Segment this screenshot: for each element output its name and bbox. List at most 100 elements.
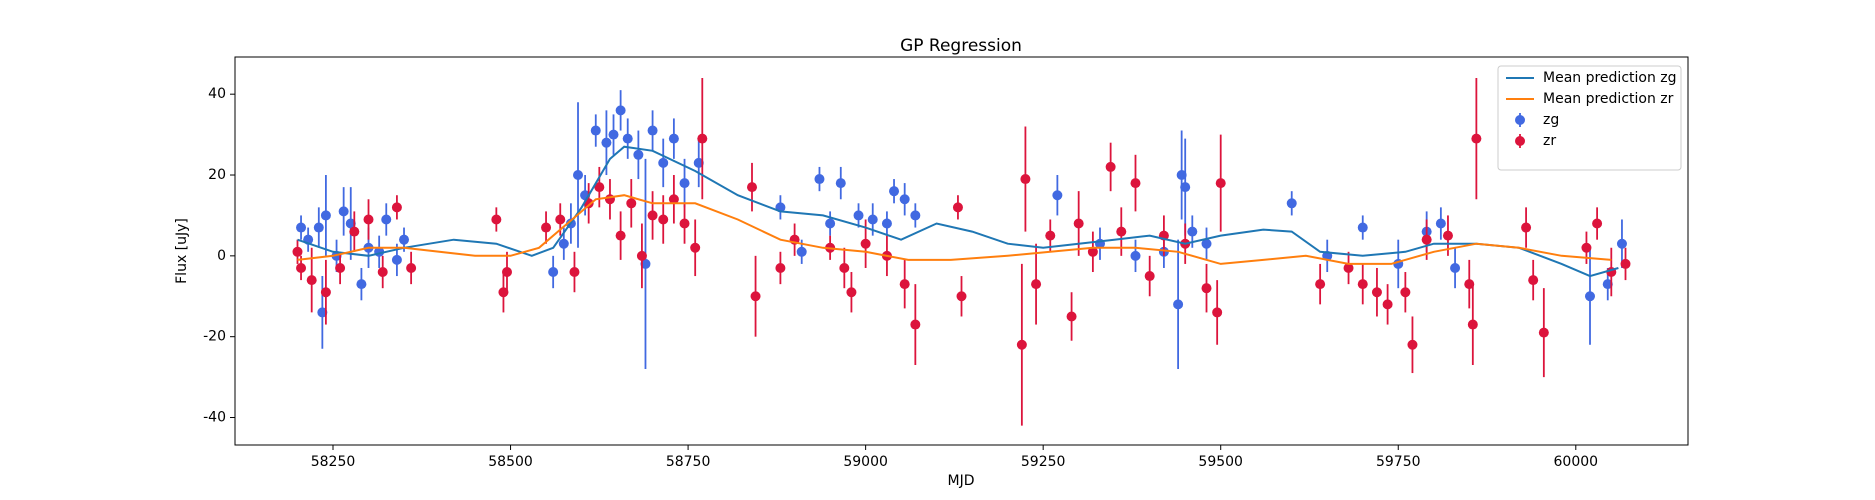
mean-line: [297, 145, 1619, 278]
point: [615, 105, 626, 116]
point: [1286, 198, 1297, 209]
point: [1130, 178, 1141, 189]
point: [860, 238, 871, 249]
point: [548, 267, 559, 278]
series-zr: [292, 78, 1631, 426]
point: [1212, 307, 1223, 318]
y-tick-label: -40: [203, 410, 226, 426]
point: [640, 258, 651, 269]
point: [1144, 271, 1155, 282]
point: [555, 214, 566, 225]
point: [1176, 170, 1187, 181]
point: [1087, 246, 1098, 257]
legend-label: Mean prediction zg: [1543, 70, 1677, 86]
point: [501, 267, 512, 278]
point: [1602, 279, 1613, 290]
point: [1201, 283, 1212, 294]
axes-frame: [234, 56, 1689, 446]
x-tick-label: 58250: [311, 454, 356, 470]
point: [1464, 279, 1475, 290]
point: [335, 262, 346, 273]
point: [697, 133, 708, 144]
y-tick-label: -20: [203, 329, 226, 345]
point: [338, 206, 349, 217]
point: [377, 267, 388, 278]
point: [1315, 279, 1326, 290]
point: [1215, 178, 1226, 189]
legend-label: Mean prediction zr: [1543, 91, 1674, 107]
point: [594, 182, 605, 193]
point: [839, 262, 850, 273]
point: [1581, 242, 1592, 253]
point: [796, 246, 807, 257]
point: [1066, 311, 1077, 322]
point: [1180, 182, 1191, 193]
point: [636, 250, 647, 261]
point: [391, 202, 402, 213]
legend-swatch: [1515, 115, 1525, 125]
point: [1521, 222, 1532, 233]
y-tick-label: 0: [217, 248, 226, 264]
point: [668, 194, 679, 205]
point: [679, 218, 690, 229]
point: [846, 287, 857, 298]
point: [647, 125, 658, 136]
y-tick-label: 40: [208, 86, 226, 102]
point: [1357, 222, 1368, 233]
point: [296, 262, 307, 273]
x-tick-label: 59250: [1021, 454, 1066, 470]
point: [558, 238, 569, 249]
point: [956, 291, 967, 302]
point: [633, 149, 644, 160]
point: [356, 279, 367, 290]
point: [317, 307, 328, 318]
x-tick-label: 58750: [666, 454, 711, 470]
x-tick-label: 59000: [843, 454, 888, 470]
legend-swatch: [1515, 136, 1525, 146]
point: [899, 279, 910, 290]
point: [1020, 174, 1031, 185]
point: [622, 133, 633, 144]
x-tick-label: 60000: [1554, 454, 1599, 470]
point: [910, 210, 921, 221]
point: [1442, 230, 1453, 241]
series-zg: [296, 90, 1627, 370]
legend-box: [1497, 65, 1682, 171]
point: [1592, 218, 1603, 229]
point: [1116, 226, 1127, 237]
point: [867, 214, 878, 225]
point: [615, 230, 626, 241]
point: [391, 254, 402, 265]
point: [853, 210, 864, 221]
point: [1052, 190, 1063, 201]
point: [679, 178, 690, 189]
legend: Mean prediction zg Mean prediction zr zg zr: [1497, 65, 1682, 171]
point: [825, 218, 836, 229]
point: [889, 186, 900, 197]
point: [399, 234, 410, 245]
point: [835, 178, 846, 189]
point: [1105, 161, 1116, 172]
point: [881, 218, 892, 229]
point: [608, 129, 619, 140]
y-axis-label: Flux [uJy]: [174, 218, 190, 284]
point: [573, 170, 584, 181]
point: [1173, 299, 1184, 310]
point: [1435, 218, 1446, 229]
x-axis-label: MJD: [948, 473, 975, 489]
point: [1450, 262, 1461, 273]
point: [952, 202, 963, 213]
point: [750, 291, 761, 302]
point: [1343, 262, 1354, 273]
point: [899, 194, 910, 205]
point: [693, 157, 704, 168]
point: [1421, 234, 1432, 245]
point: [320, 210, 331, 221]
point: [541, 222, 552, 233]
point: [590, 125, 601, 136]
x-tick-label: 58500: [488, 454, 533, 470]
y-tick-label: 20: [208, 167, 226, 183]
point: [306, 275, 317, 286]
point: [814, 174, 825, 185]
